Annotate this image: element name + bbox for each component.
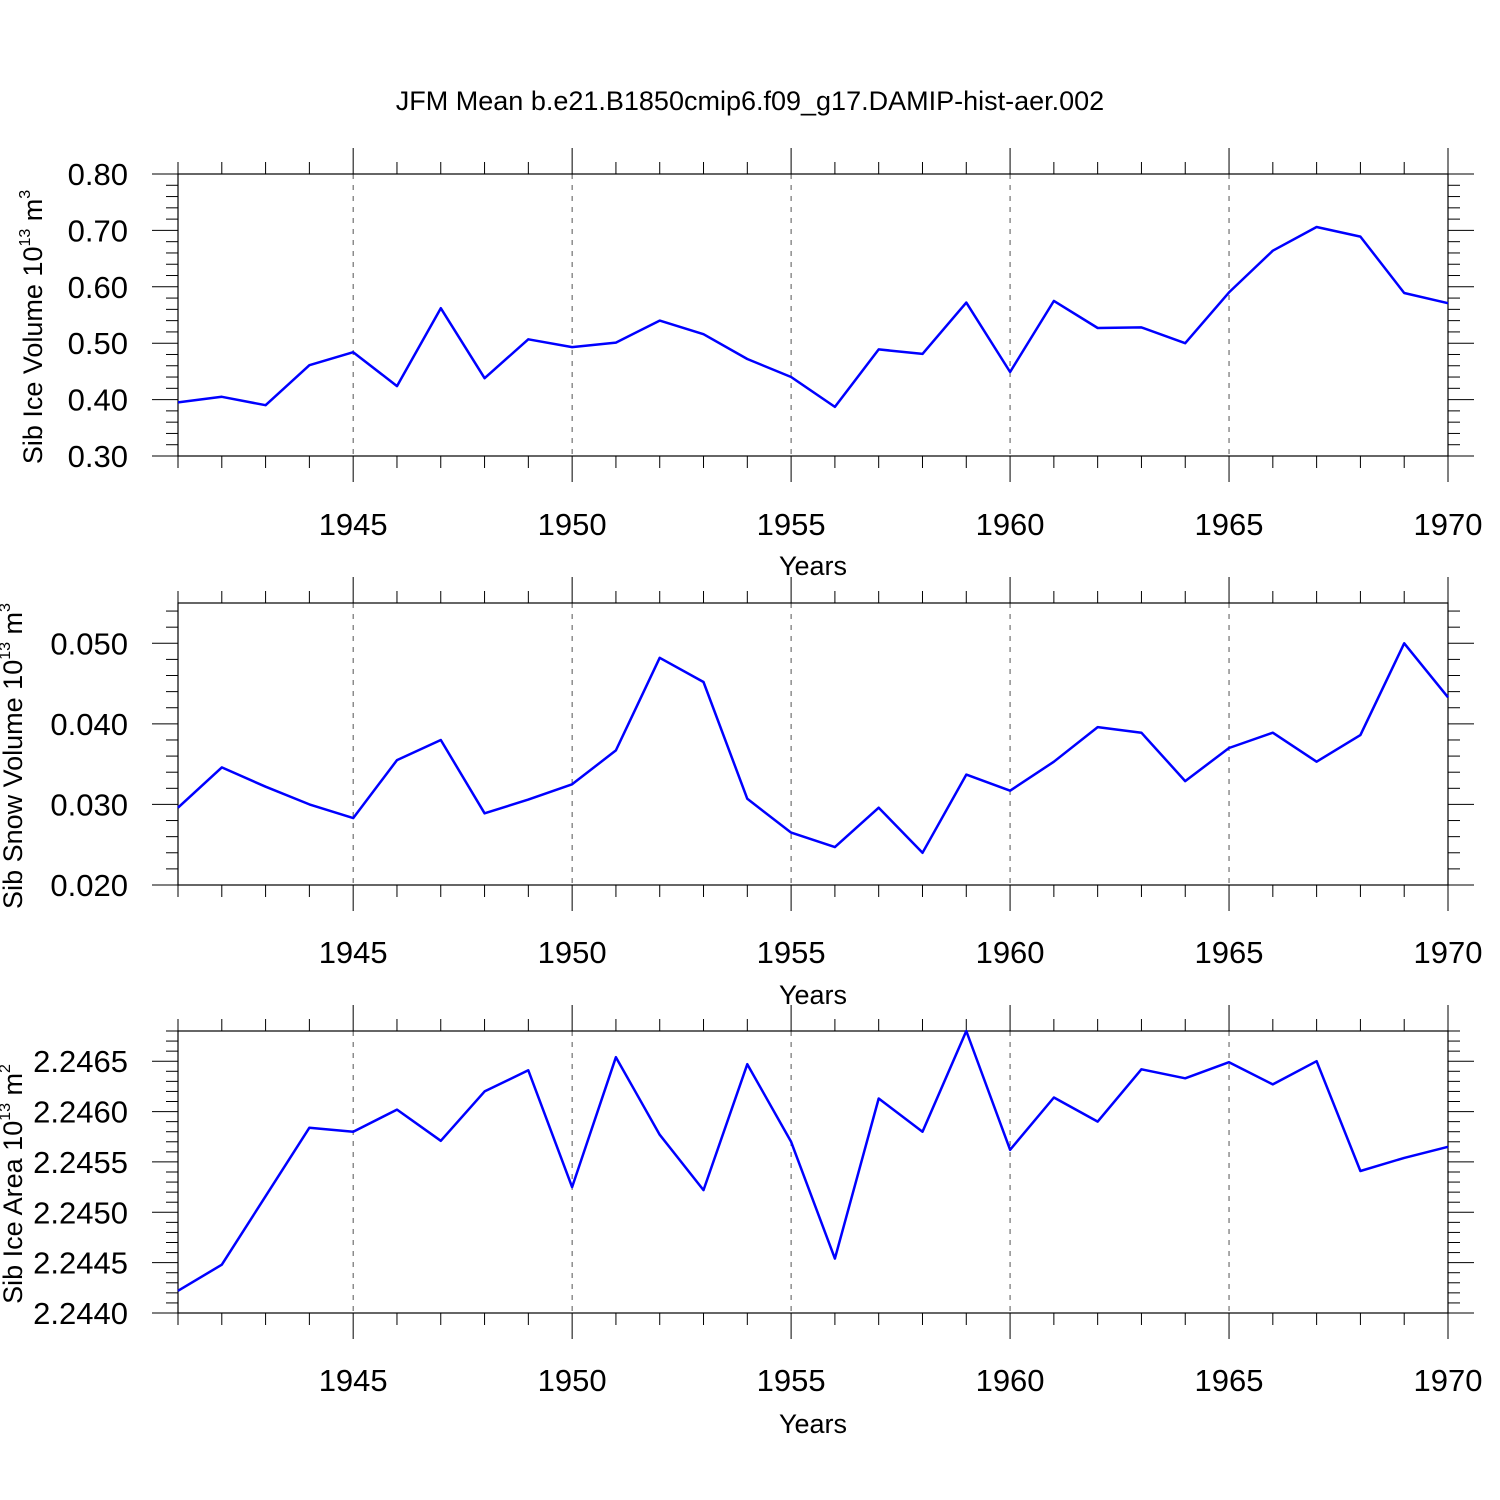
y-tick-label: 0.020 <box>50 868 128 903</box>
series-line <box>177 1029 1449 1292</box>
plot-frame <box>177 173 1449 457</box>
panel-1: 0.30 0.40 0.50 0.60 0.70 0.80 1945 1950 1955 1960… <box>17 148 1482 581</box>
x-tick-label: 1955 <box>757 1363 826 1398</box>
y-tick-label: 0.70 <box>68 213 128 248</box>
x-tick-label: 1955 <box>757 507 826 542</box>
y-tick-label: 0.030 <box>50 787 128 822</box>
x-tick-label: 1945 <box>319 935 388 970</box>
y-tick-label: 2.2440 <box>33 1296 128 1331</box>
x-tick-label: 1955 <box>757 935 826 970</box>
chart-title: JFM Mean b.e21.B1850cmip6.f09_g17.DAMIP-… <box>396 86 1104 116</box>
x-tick-label: 1945 <box>319 507 388 542</box>
y-tick-label: 0.40 <box>68 383 128 418</box>
x-tick-label: 1965 <box>1195 935 1264 970</box>
plot-frame <box>177 602 1449 886</box>
y-tick-label: 0.040 <box>50 707 128 742</box>
x-tick-label: 1970 <box>1414 507 1483 542</box>
y-tick-label: 2.2465 <box>33 1044 128 1079</box>
y-axis-label: Sib Ice Area 1013 m2 <box>0 1064 28 1304</box>
x-tick-label: 1960 <box>976 507 1045 542</box>
x-axis-label: Years <box>779 551 847 581</box>
x-tick-label: 1965 <box>1195 507 1264 542</box>
y-tick-label: 2.2445 <box>33 1246 128 1281</box>
y-axis-label: Sib Snow Volume 1013 m3 <box>0 603 28 909</box>
x-axis-label: Years <box>779 1409 847 1439</box>
x-tick-label: 1945 <box>319 1363 388 1398</box>
x-tick-label: 1960 <box>976 935 1045 970</box>
y-tick-label: 0.50 <box>68 326 128 361</box>
series-line <box>177 642 1449 855</box>
plot-frame <box>177 1030 1449 1314</box>
x-tick-label: 1970 <box>1414 1363 1483 1398</box>
x-tick-label: 1950 <box>538 507 607 542</box>
y-tick-label: 0.80 <box>68 157 128 192</box>
x-tick-label: 1970 <box>1414 935 1483 970</box>
y-tick-label: 0.60 <box>68 270 128 305</box>
y-tick-label: 0.050 <box>50 626 128 661</box>
y-tick-label: 2.2455 <box>33 1145 128 1180</box>
y-tick-label: 0.30 <box>68 439 128 474</box>
x-tick-label: 1950 <box>538 935 607 970</box>
y-tick-label: 2.2460 <box>33 1095 128 1130</box>
x-tick-label: 1950 <box>538 1363 607 1398</box>
x-axis-label: Years <box>779 980 847 1010</box>
x-tick-label: 1965 <box>1195 1363 1264 1398</box>
panel-2: 0.020 0.030 0.040 0.050 1945 1950 1955 1960 1965… <box>0 577 1482 1010</box>
x-tick-label: 1960 <box>976 1363 1045 1398</box>
series-line <box>177 225 1449 409</box>
y-axis-label: Sib Ice Volume 1013 m3 <box>17 190 48 464</box>
panel-3: 2.2440 2.2445 2.2450 2.2455 2.2460 2.2465 1945… <box>0 1005 1482 1439</box>
y-tick-label: 2.2450 <box>33 1195 128 1230</box>
